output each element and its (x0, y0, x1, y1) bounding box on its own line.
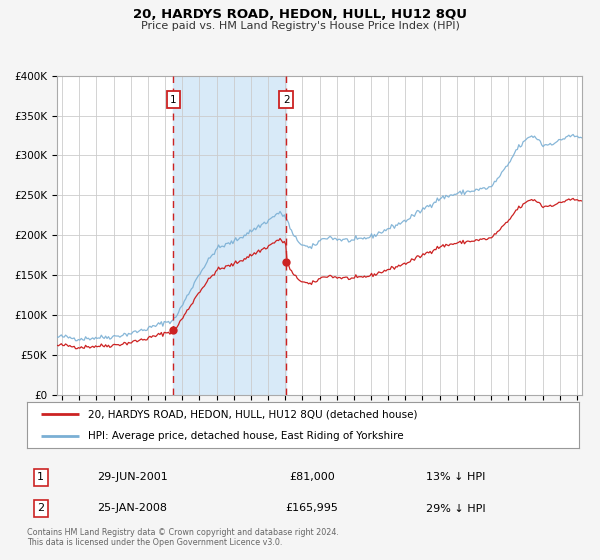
Text: 20, HARDYS ROAD, HEDON, HULL, HU12 8QU: 20, HARDYS ROAD, HEDON, HULL, HU12 8QU (133, 8, 467, 21)
Text: 29-JUN-2001: 29-JUN-2001 (97, 472, 167, 482)
Text: 29% ↓ HPI: 29% ↓ HPI (426, 503, 486, 514)
Text: £165,995: £165,995 (286, 503, 338, 514)
Text: HPI: Average price, detached house, East Riding of Yorkshire: HPI: Average price, detached house, East… (88, 431, 403, 441)
Text: Contains HM Land Registry data © Crown copyright and database right 2024.
This d: Contains HM Land Registry data © Crown c… (27, 528, 339, 547)
Text: Price paid vs. HM Land Registry's House Price Index (HPI): Price paid vs. HM Land Registry's House … (140, 21, 460, 31)
Text: 2: 2 (37, 503, 44, 514)
Bar (173, 76, 286, 395)
Text: 13% ↓ HPI: 13% ↓ HPI (427, 472, 485, 482)
Text: 1: 1 (37, 472, 44, 482)
Text: 2: 2 (283, 95, 290, 105)
Text: 25-JAN-2008: 25-JAN-2008 (97, 503, 167, 514)
Text: 20, HARDYS ROAD, HEDON, HULL, HU12 8QU (detached house): 20, HARDYS ROAD, HEDON, HULL, HU12 8QU (… (88, 409, 417, 419)
Text: 1: 1 (170, 95, 177, 105)
Text: £81,000: £81,000 (289, 472, 335, 482)
